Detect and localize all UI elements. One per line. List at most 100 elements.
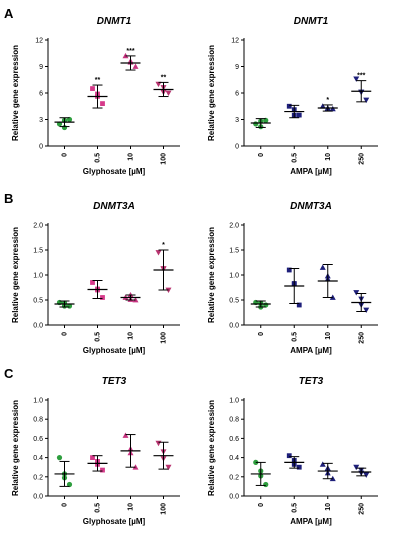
x-tick-label: 0.5 <box>291 503 298 513</box>
data-point <box>56 455 63 461</box>
y-tick-label: 0.2 <box>229 474 239 481</box>
y-tick-label: 1.5 <box>229 248 239 255</box>
significance-marker: ** <box>95 77 101 84</box>
chart-title: DNMT3A <box>93 201 135 212</box>
y-tick-label: 0.0 <box>229 494 239 501</box>
chart-title: DNMT3A <box>290 201 332 212</box>
x-tick-label: 0.5 <box>95 153 102 163</box>
x-tick-label: 10 <box>325 153 332 161</box>
chart-title: TET3 <box>299 376 324 387</box>
y-tick-label: 0.0 <box>229 323 239 330</box>
x-tick-label: 0 <box>62 153 69 157</box>
y-tick-label: 6 <box>39 91 43 98</box>
chart-title: TET3 <box>102 376 127 387</box>
y-tick-label: 9 <box>235 64 239 71</box>
x-tick-label: 100 <box>161 332 168 344</box>
y-tick-label: 0.0 <box>33 323 43 330</box>
panel-label: C <box>4 366 14 381</box>
x-axis-label: AMPA [µM] <box>290 346 332 355</box>
y-axis-label: Relative gene expression <box>11 400 20 496</box>
y-axis-label: Relative gene expression <box>11 45 20 141</box>
x-axis-label: AMPA [µM] <box>290 517 332 526</box>
data-point <box>353 290 360 296</box>
x-tick-label: 0 <box>258 332 265 336</box>
data-point <box>296 302 302 308</box>
x-tick-label: 10 <box>128 332 135 340</box>
data-point <box>286 453 292 459</box>
x-tick-label: 0.5 <box>291 153 298 163</box>
x-axis-label: Glyphosate [µM] <box>83 346 146 355</box>
panel-label: B <box>4 191 13 206</box>
data-point <box>100 467 105 473</box>
y-tick-label: 3 <box>39 117 43 124</box>
y-tick-label: 0 <box>235 144 239 151</box>
y-axis-label: Relative gene expression <box>11 227 20 323</box>
y-tick-label: 12 <box>231 38 239 45</box>
data-point <box>319 264 326 270</box>
x-tick-label: 10 <box>325 332 332 340</box>
data-point <box>90 455 95 460</box>
x-tick-label: 100 <box>161 153 168 165</box>
data-point <box>253 121 259 127</box>
significance-marker: *** <box>126 48 134 55</box>
chart-panel-6: TET3 0.0 0.2 0.4 0.6 0.8 1.0 Relative gene expr… <box>207 376 378 526</box>
y-tick-label: 9 <box>39 64 43 71</box>
significance-marker: ** <box>161 74 167 81</box>
x-axis-label: AMPA [µM] <box>290 167 332 176</box>
y-tick-label: 0.8 <box>33 417 43 424</box>
data-point <box>66 481 73 488</box>
y-tick-label: 1.0 <box>33 273 43 280</box>
x-tick-label: 0 <box>62 332 69 336</box>
data-point <box>90 280 95 285</box>
data-point <box>165 464 172 471</box>
x-tick-label: 10 <box>128 503 135 511</box>
x-tick-label: 250 <box>358 332 365 344</box>
y-tick-label: 6 <box>235 91 239 98</box>
y-tick-label: 1.0 <box>33 398 43 405</box>
chart-panel-3: B DNMT3A 0.0 0.5 1.0 1.5 2.0 Relative gene expr… <box>4 191 180 355</box>
data-point <box>353 464 360 471</box>
data-point <box>353 76 360 82</box>
data-point <box>155 81 162 88</box>
chart-panel-5: C TET3 0.0 0.2 0.4 0.6 0.8 1.0 Relative gene exp… <box>4 366 180 526</box>
y-tick-label: 0.5 <box>229 298 239 305</box>
x-tick-label: 10 <box>325 503 332 511</box>
x-tick-label: 250 <box>358 153 365 165</box>
y-tick-label: 0.4 <box>229 455 239 462</box>
data-point <box>90 86 95 91</box>
significance-marker: * <box>326 97 329 104</box>
y-tick-label: 0.6 <box>33 436 43 443</box>
y-tick-label: 0.4 <box>33 455 43 462</box>
y-tick-label: 2.0 <box>33 223 43 230</box>
data-point <box>319 103 326 109</box>
data-point <box>100 101 105 106</box>
data-point <box>319 461 326 467</box>
data-point <box>296 112 302 118</box>
y-tick-label: 1.0 <box>229 398 239 405</box>
y-axis-label: Relative gene expression <box>207 227 216 323</box>
significance-marker: *** <box>357 73 365 80</box>
y-tick-label: 0.5 <box>33 298 43 305</box>
y-tick-label: 0.8 <box>229 417 239 424</box>
x-tick-label: 250 <box>358 503 365 515</box>
x-tick-label: 0.5 <box>95 503 102 513</box>
data-point <box>286 103 292 109</box>
data-point <box>286 267 292 273</box>
y-tick-label: 0.2 <box>33 474 43 481</box>
x-tick-label: 0 <box>62 503 69 507</box>
data-point <box>132 63 139 69</box>
y-tick-label: 0.0 <box>33 494 43 501</box>
y-tick-label: 0 <box>39 144 43 151</box>
chart-panel-4: DNMT3A 0.0 0.5 1.0 1.5 2.0 Relative gene expre… <box>207 201 378 355</box>
chart-panel-1: A DNMT1 0 3 6 9 12 Relative gene expression 0 0.5… <box>4 6 180 176</box>
data-point <box>122 432 129 438</box>
x-tick-label: 100 <box>161 503 168 515</box>
data-point <box>363 97 370 104</box>
chart-title: DNMT1 <box>97 16 132 27</box>
chart-title: DNMT1 <box>294 16 329 27</box>
x-tick-label: 0.5 <box>95 332 102 342</box>
data-point <box>100 295 105 300</box>
y-tick-label: 2.0 <box>229 223 239 230</box>
data-point <box>155 440 162 447</box>
